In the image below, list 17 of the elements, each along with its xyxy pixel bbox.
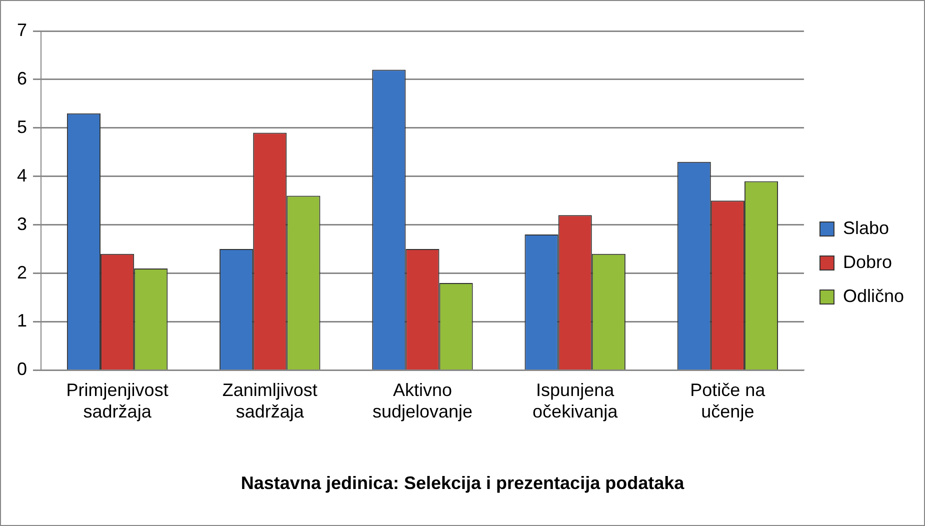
y-tick-label: 3 — [16, 214, 28, 234]
legend-label: Dobro — [842, 252, 892, 272]
x-tick-label: Potiče na učenje — [690, 380, 766, 422]
y-tick-label: 2 — [16, 262, 28, 282]
text: Nastavna jedinica: Selekcija i prezentacija podataka — [240, 473, 686, 494]
x-tick-label: Primjenjivost sadržaja — [66, 380, 168, 422]
y-tick-label: 5 — [16, 116, 28, 137]
y-tick-label: 4 — [16, 165, 28, 186]
y-tick-label: 1 — [16, 310, 28, 331]
x-tick-label: Ispunjena očekivanja — [532, 380, 619, 422]
legend-label: Odlično — [842, 286, 904, 306]
y-tick-label: 0 — [16, 359, 28, 380]
y-tick-label: 6 — [16, 68, 28, 88]
x-tick-label: Zanimljivost sadržaja — [222, 380, 318, 422]
legend-label: Slabo — [842, 218, 890, 238]
x-tick-label: Aktivno sudjelovanje — [372, 380, 473, 422]
y-tick-label: 7 — [16, 20, 28, 40]
